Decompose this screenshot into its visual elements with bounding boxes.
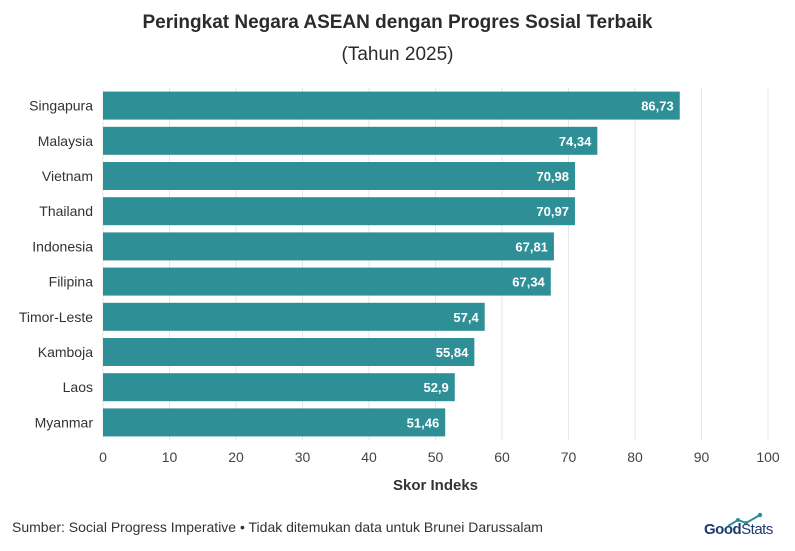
value-label: 70,97 xyxy=(536,204,569,219)
source-note: Sumber: Social Progress Imperative • Tid… xyxy=(12,519,543,535)
logo-text-light: Stats xyxy=(741,521,773,538)
category-label: Thailand xyxy=(39,203,93,219)
value-label: 52,9 xyxy=(423,380,448,395)
category-label: Filipina xyxy=(49,274,94,290)
bar xyxy=(103,197,575,226)
category-label: Laos xyxy=(63,379,93,395)
value-label: 57,4 xyxy=(453,310,479,325)
category-label: Indonesia xyxy=(32,238,93,254)
bar-chart: 0 10 20 30 40 50 60 70 80 90 100 Singapura 86,73 Mala… xyxy=(19,88,780,494)
bar xyxy=(103,232,554,261)
x-tick-label: 10 xyxy=(162,449,178,465)
logo-text-bold: Good xyxy=(704,521,742,538)
category-label: Kamboja xyxy=(38,344,93,360)
category-label: Singapura xyxy=(29,98,93,114)
x-tick-label: 20 xyxy=(228,449,244,465)
bar xyxy=(103,338,475,366)
bar xyxy=(103,302,485,331)
x-tick-label: 50 xyxy=(428,449,444,465)
x-tick-label: 60 xyxy=(494,449,510,465)
bar xyxy=(103,408,446,437)
x-tick-label: 80 xyxy=(627,449,643,465)
chart-subtitle: (Tahun 2025) xyxy=(341,44,454,65)
x-tick-label: 40 xyxy=(361,449,377,465)
bar xyxy=(103,126,598,155)
x-tick-label: 30 xyxy=(295,449,311,465)
value-label: 55,84 xyxy=(436,345,469,360)
bar xyxy=(103,162,576,190)
chart-title: Peringkat Negara ASEAN dengan Progres So… xyxy=(142,12,653,33)
x-tick-label: 0 xyxy=(99,449,107,465)
value-label: 67,34 xyxy=(512,275,545,290)
value-label: 67,81 xyxy=(515,239,548,254)
category-label: Myanmar xyxy=(35,414,94,430)
x-tick-label: 70 xyxy=(561,449,577,465)
value-label: 51,46 xyxy=(407,415,440,430)
x-tick-label: 100 xyxy=(756,449,780,465)
value-label: 70,98 xyxy=(536,169,569,184)
value-label: 86,73 xyxy=(641,99,674,114)
trend-icon xyxy=(727,512,763,527)
bar xyxy=(103,91,680,120)
category-label: Malaysia xyxy=(38,133,93,149)
logo-text: GoodStats xyxy=(704,521,773,538)
category-label: Vietnam xyxy=(42,168,93,184)
bar xyxy=(103,373,455,402)
bar xyxy=(103,267,551,296)
x-axis-title: Skor Indeks xyxy=(393,477,478,494)
value-label: 74,34 xyxy=(559,134,592,149)
x-tick-label: 90 xyxy=(694,449,710,465)
category-label: Timor-Leste xyxy=(19,309,93,325)
goodstats-logo: GoodStats xyxy=(704,512,788,540)
